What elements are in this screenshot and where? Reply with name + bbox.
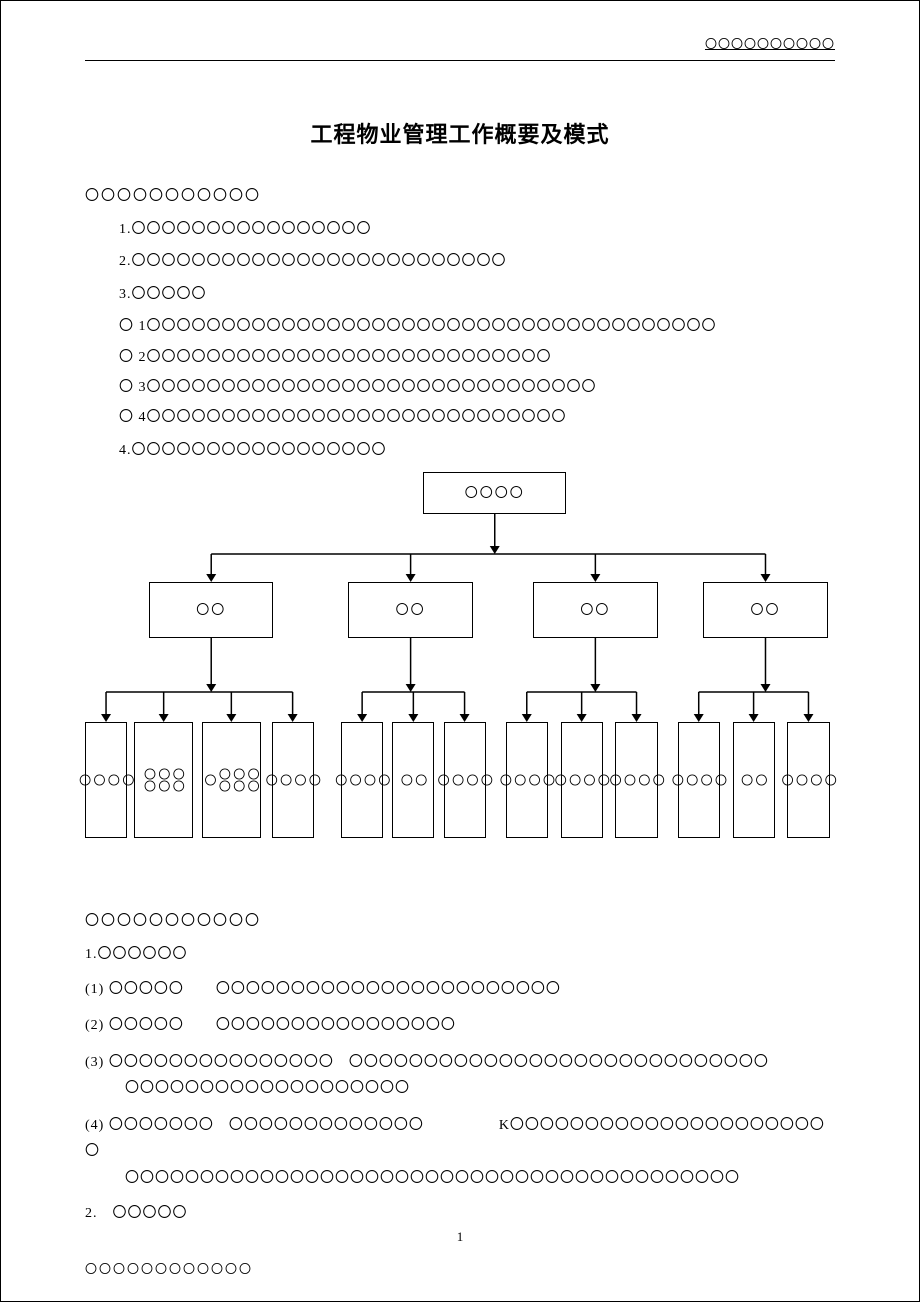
org-chart-node: 〇〇	[348, 582, 472, 638]
org-chart-node: 〇 〇	[733, 722, 775, 838]
paren-continuation: 〇〇〇〇〇〇〇〇〇〇〇〇〇〇〇〇〇〇〇	[125, 1076, 410, 1103]
paren-text: 〇〇〇〇〇〇〇〇〇〇〇〇〇〇〇〇〇〇〇〇〇〇〇	[216, 982, 561, 997]
org-chart-node: 〇 〇 〇 〇	[85, 722, 127, 838]
list-item: (2) 〇〇〇〇〇 〇〇〇〇〇〇〇〇〇〇〇〇〇〇〇〇	[85, 1013, 835, 1040]
list-item: 4.〇〇〇〇〇〇〇〇〇〇〇〇〇〇〇〇〇	[119, 440, 835, 462]
list-item: 1.〇〇〇〇〇〇〇〇〇〇〇〇〇〇〇〇	[119, 219, 835, 241]
list-item: (3) 〇〇〇〇〇〇〇〇〇〇〇〇〇〇〇 〇〇〇〇〇〇〇〇〇〇〇〇〇〇〇〇〇〇〇〇…	[85, 1050, 835, 1103]
org-chart-node: 〇 〇 〇 〇	[678, 722, 720, 838]
list-item: 〇 2〇〇〇〇〇〇〇〇〇〇〇〇〇〇〇〇〇〇〇〇〇〇〇〇〇〇〇	[119, 347, 835, 369]
paren-label: 〇〇〇〇〇	[109, 1013, 201, 1040]
paren-label: 〇〇〇〇〇〇〇〇〇〇〇〇〇〇〇	[109, 1050, 334, 1077]
org-chart-node: 〇〇〇〇	[423, 472, 566, 514]
paren-num: (1)	[85, 982, 104, 997]
org-chart-node: 〇〇 〇〇 〇〇	[134, 722, 193, 838]
sub-list: 〇 1〇〇〇〇〇〇〇〇〇〇〇〇〇〇〇〇〇〇〇〇〇〇〇〇〇〇〇〇〇〇〇〇〇〇〇〇〇…	[119, 316, 835, 430]
org-chart-node: 〇〇	[149, 582, 273, 638]
section-b-heading: 〇〇〇〇〇〇〇〇〇〇〇	[85, 910, 835, 930]
org-chart-node: 〇 〇	[392, 722, 434, 838]
list-item: 2. 〇〇〇〇〇	[85, 1203, 835, 1225]
page-title: 工程物业管理工作概要及模式	[85, 117, 835, 149]
org-chart-node: 〇 〇 〇 〇	[561, 722, 603, 838]
org-chart-node: 〇 〇 〇 〇	[444, 722, 486, 838]
list-item: 〇 1〇〇〇〇〇〇〇〇〇〇〇〇〇〇〇〇〇〇〇〇〇〇〇〇〇〇〇〇〇〇〇〇〇〇〇〇〇…	[119, 316, 835, 338]
list-item: (1) 〇〇〇〇〇 〇〇〇〇〇〇〇〇〇〇〇〇〇〇〇〇〇〇〇〇〇〇〇	[85, 977, 835, 1004]
section-b-list: 1.〇〇〇〇〇〇 (1) 〇〇〇〇〇 〇〇〇〇〇〇〇〇〇〇〇〇〇〇〇〇〇〇〇〇〇…	[85, 944, 835, 1225]
page-number: 1	[1, 1229, 919, 1245]
list-item: 〇 3〇〇〇〇〇〇〇〇〇〇〇〇〇〇〇〇〇〇〇〇〇〇〇〇〇〇〇〇〇〇	[119, 377, 835, 399]
section-a-list: 1.〇〇〇〇〇〇〇〇〇〇〇〇〇〇〇〇 2.〇〇〇〇〇〇〇〇〇〇〇〇〇〇〇〇〇〇〇…	[119, 219, 835, 462]
document-page: 〇〇〇〇〇〇〇〇〇〇 工程物业管理工作概要及模式 〇〇〇〇〇〇〇〇〇〇〇 1.〇…	[0, 0, 920, 1302]
footer-text: 〇〇〇〇〇〇〇〇〇〇〇〇	[85, 1260, 253, 1277]
list-item: 3.〇〇〇〇〇	[119, 284, 835, 306]
paren-continuation: 〇〇〇〇〇〇〇〇〇〇〇〇〇〇〇〇〇〇〇〇〇〇〇〇〇〇〇〇〇〇〇〇〇〇〇〇〇〇〇〇…	[125, 1166, 740, 1193]
section-a-heading: 〇〇〇〇〇〇〇〇〇〇〇	[85, 185, 835, 205]
list-item: 1.〇〇〇〇〇〇	[85, 944, 835, 966]
org-chart-node: 〇〇 〇〇 〇〇 〇	[202, 722, 261, 838]
paren-label: 〇〇〇〇〇〇〇	[109, 1113, 214, 1140]
list-item: (4) 〇〇〇〇〇〇〇 〇〇〇〇〇〇〇〇〇〇〇〇〇 K〇〇〇〇〇〇〇〇〇〇〇〇〇…	[85, 1113, 835, 1193]
paren-num: (4)	[85, 1118, 104, 1133]
header-right-text: 〇〇〇〇〇〇〇〇〇〇	[705, 35, 835, 52]
paren-num: (3)	[85, 1055, 104, 1070]
content-area: 工程物业管理工作概要及模式 〇〇〇〇〇〇〇〇〇〇〇 1.〇〇〇〇〇〇〇〇〇〇〇〇…	[85, 61, 835, 1225]
list-item: 〇 4〇〇〇〇〇〇〇〇〇〇〇〇〇〇〇〇〇〇〇〇〇〇〇〇〇〇〇〇	[119, 407, 835, 429]
header-rule: 〇〇〇〇〇〇〇〇〇〇	[85, 33, 835, 61]
org-chart-node: 〇 〇 〇 〇	[615, 722, 657, 838]
org-chart-node: 〇 〇 〇 〇	[272, 722, 314, 838]
paren-num: (2)	[85, 1018, 104, 1033]
org-chart-node: 〇 〇 〇 〇	[341, 722, 383, 838]
paren-label: 〇〇〇〇〇	[109, 977, 201, 1004]
paren-text: 〇〇〇〇〇〇〇〇〇〇〇〇〇〇〇〇〇〇〇〇〇〇〇〇〇〇〇〇	[349, 1055, 769, 1070]
org-chart-node: 〇 〇 〇 〇	[787, 722, 829, 838]
org-chart: 〇〇〇〇〇〇〇〇〇〇〇〇〇 〇 〇 〇〇〇 〇〇 〇〇〇〇 〇〇 〇〇 〇〇 〇…	[85, 472, 835, 872]
org-chart-node: 〇〇	[703, 582, 827, 638]
paren-text: 〇〇〇〇〇〇〇〇〇〇〇〇〇〇〇〇	[216, 1018, 456, 1033]
list-item: 2.〇〇〇〇〇〇〇〇〇〇〇〇〇〇〇〇〇〇〇〇〇〇〇〇〇	[119, 251, 835, 273]
org-chart-node: 〇 〇 〇 〇	[506, 722, 548, 838]
org-chart-node: 〇〇	[533, 582, 657, 638]
